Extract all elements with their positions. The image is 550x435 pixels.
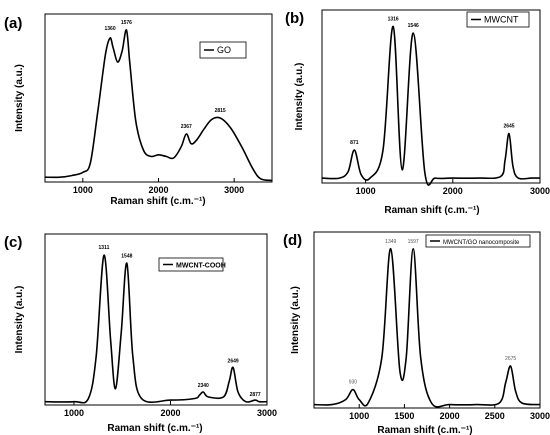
- legend: MWCNT/GO nanocomposite: [425, 234, 531, 248]
- legend: MWCNT-COOH: [158, 257, 226, 272]
- legend: GO: [199, 41, 247, 59]
- series-line: [313, 247, 541, 408]
- peak-label: 930: [349, 380, 358, 386]
- x-axis-label: Raman shift (c.m.⁻¹): [107, 423, 202, 434]
- x-tick-label: 3000: [224, 185, 244, 195]
- legend-box: [425, 234, 531, 248]
- x-tick-label: 2000: [148, 185, 168, 195]
- peak-label: 1360: [105, 26, 116, 32]
- legend-label: MWCNT: [484, 15, 519, 25]
- x-tick-label: 1000: [356, 186, 376, 196]
- legend: MWCNT: [466, 11, 530, 28]
- legend-label: MWCNT/GO nanocomposite: [443, 240, 520, 246]
- peak-label: 2815: [215, 108, 226, 114]
- peak-label: 2649: [228, 359, 239, 365]
- peak-label: 1597: [408, 239, 419, 245]
- x-axis-label: Raman shift (c.m.⁻¹): [110, 196, 205, 207]
- series-line: [44, 254, 268, 404]
- legend-box: [199, 41, 247, 59]
- chart-panel-2: (b) 1000 2000 3000 Raman shift (c.m.⁻¹) Inten…: [285, 9, 550, 216]
- plot-frame: [44, 13, 273, 183]
- y-axis-label: Intensity (a.u.): [14, 286, 25, 354]
- chart-panel-4: (d) 1000 1500 2000 2500 3000 Raman shift (c.m.…: [283, 231, 550, 435]
- panel-label: (a): [4, 15, 22, 32]
- legend-label: GO: [217, 45, 231, 55]
- y-axis-label: Intensity (a.u.): [14, 64, 25, 132]
- y-axis-label: Intensity (a.u.): [290, 286, 301, 354]
- x-tick-label: 3000: [530, 411, 550, 421]
- x-tick-label: 1000: [73, 185, 93, 195]
- x-tick-label: 1000: [64, 408, 84, 418]
- peak-label: 2877: [250, 392, 261, 398]
- x-axis-label: Raman shift (c.m.⁻¹): [377, 425, 472, 435]
- peak-label: 2367: [181, 124, 192, 130]
- panel-label: (d): [283, 232, 302, 249]
- peak-label: 1576: [121, 20, 132, 26]
- x-tick-label: 2000: [440, 411, 460, 421]
- legend-box: [158, 257, 224, 272]
- peak-label: 2645: [503, 124, 514, 130]
- x-tick-label: 2000: [443, 186, 463, 196]
- plot-frame: [321, 9, 541, 184]
- series-line: [44, 29, 273, 182]
- x-tick-label: 3000: [257, 408, 277, 418]
- x-tick-label: 2500: [485, 411, 505, 421]
- panel-label: (c): [4, 234, 22, 251]
- x-tick-label: 1000: [349, 411, 369, 421]
- legend-label: MWCNT-COOH: [176, 263, 226, 270]
- legend-box: [466, 11, 530, 28]
- peak-label: 1546: [408, 23, 419, 29]
- x-tick-label: 3000: [530, 186, 550, 196]
- panel-label: (b): [285, 10, 304, 27]
- peak-label: 2675: [505, 356, 516, 362]
- series-line: [321, 25, 540, 186]
- peak-label: 1316: [388, 16, 399, 22]
- peak-label: 1548: [121, 253, 132, 259]
- x-tick-label: 1500: [394, 411, 414, 421]
- peak-label: 1311: [99, 245, 110, 251]
- plot-frame: [313, 231, 541, 409]
- peak-label: 2340: [198, 383, 209, 389]
- chart-panel-1: (a) 1000 2000 3000 Raman shift (c.m.⁻¹) Inten…: [4, 13, 273, 207]
- x-tick-label: 2000: [160, 408, 180, 418]
- chart-panel-3: (c) 1000 2000 3000 Raman shift (c.m.⁻¹) Inten…: [4, 233, 277, 434]
- plot-frame: [44, 233, 268, 406]
- y-axis-label: Intensity (a.u.): [294, 63, 305, 131]
- peak-label: 871: [350, 140, 359, 146]
- peak-label: 1349: [385, 239, 396, 245]
- x-axis-label: Raman shift (c.m.⁻¹): [384, 205, 479, 216]
